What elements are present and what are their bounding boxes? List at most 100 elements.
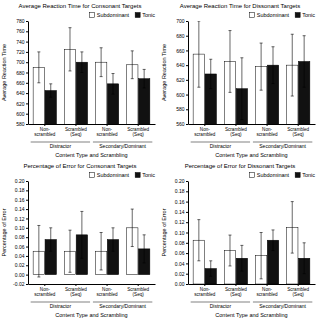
y-tick-mark bbox=[186, 284, 188, 285]
panel: Percentage of Error for Dissonant Target… bbox=[161, 163, 316, 318]
legend: SubdominantTonic bbox=[250, 172, 316, 178]
x-axis: Non-scrambledScrambled(Seq)Non-scrambled… bbox=[189, 284, 316, 297]
y-tick-label: 600 bbox=[16, 111, 25, 117]
series bbox=[45, 211, 150, 274]
y-tick-label: 0.12 bbox=[175, 219, 185, 225]
y-tick-mark bbox=[26, 114, 28, 115]
y-axis-line bbox=[28, 182, 29, 285]
y-axis-title: Percentage of Error bbox=[161, 208, 167, 256]
y-tick: 680 bbox=[176, 33, 188, 39]
y-tick-label: 700 bbox=[176, 18, 185, 24]
x-tick-label: Non-scrambled bbox=[34, 127, 56, 137]
legend-item: Subdominant bbox=[90, 172, 130, 178]
y-tick: 580 bbox=[16, 121, 28, 127]
error-bar bbox=[240, 245, 243, 271]
x-tick-mark bbox=[298, 284, 299, 286]
error-bar bbox=[131, 209, 134, 246]
y-tick-mark bbox=[26, 73, 28, 74]
x-tick-mark bbox=[298, 124, 299, 126]
group-label: Distractor bbox=[50, 303, 72, 309]
legend-item: Tonic bbox=[135, 12, 155, 18]
y-tick-mark bbox=[26, 42, 28, 43]
y-tick-mark bbox=[186, 274, 188, 275]
x-tick-label: Non-scrambled bbox=[34, 287, 56, 297]
plot-area: 0.000.020.040.060.080.100.120.140.160.18… bbox=[175, 178, 316, 318]
y-tick-label: 0.16 bbox=[15, 197, 25, 203]
y-tick: 620 bbox=[16, 101, 28, 107]
legend-swatch bbox=[295, 173, 300, 178]
y-tick-mark bbox=[26, 52, 28, 53]
y-tick: 0.08 bbox=[15, 234, 28, 240]
y-tick: 700 bbox=[176, 18, 188, 24]
y-tick: 0.14 bbox=[175, 209, 188, 215]
y-tick: 0.18 bbox=[175, 188, 188, 194]
y-tick-label: 0.00 bbox=[15, 272, 25, 278]
y-tick-label: 640 bbox=[16, 90, 25, 96]
legend-swatch bbox=[135, 13, 140, 18]
y-tick-label: 0.16 bbox=[175, 199, 185, 205]
y-tick-mark bbox=[26, 181, 28, 182]
x-tick-label: Scrambled(Seq) bbox=[225, 287, 247, 297]
x-tick-label: Scrambled(Seq) bbox=[127, 287, 149, 297]
legend-item: Subdominant bbox=[250, 12, 290, 18]
legend-item: Tonic bbox=[295, 172, 315, 178]
x-tick-label: Non-scrambled bbox=[96, 287, 118, 297]
y-tick: 0.10 bbox=[15, 225, 28, 231]
y-tick-label: 0.10 bbox=[15, 225, 25, 231]
error-bar bbox=[209, 59, 212, 88]
y-tick-mark bbox=[186, 212, 188, 213]
x-axis-line bbox=[29, 284, 156, 285]
y-tick: 740 bbox=[16, 39, 28, 45]
group-label: Secondary/Dominant bbox=[99, 143, 146, 149]
y-tick-label: -0.02 bbox=[13, 281, 25, 287]
error-bar bbox=[80, 211, 83, 258]
y-tick-mark bbox=[26, 103, 28, 104]
y-tick-mark bbox=[26, 93, 28, 94]
error-bar bbox=[260, 233, 263, 279]
x-tick-mark bbox=[107, 124, 108, 126]
error-bar bbox=[272, 230, 275, 251]
y-tick-label: 680 bbox=[176, 33, 185, 39]
y-tick-mark bbox=[26, 275, 28, 276]
y-axis: 580600620640660680700720740760780 bbox=[16, 18, 28, 127]
x-tick: Scrambled(Seq) bbox=[287, 284, 309, 297]
legend-item: Subdominant bbox=[90, 12, 130, 18]
y-axis: 0.000.020.040.060.080.100.120.140.160.18… bbox=[175, 178, 189, 287]
x-tick: Scrambled(Seq) bbox=[225, 284, 247, 297]
y-tick-label: 780 bbox=[16, 18, 25, 24]
y-tick: 700 bbox=[16, 59, 28, 65]
y-axis-line bbox=[188, 22, 189, 125]
x-tick-mark bbox=[235, 124, 236, 126]
error-bar bbox=[112, 74, 115, 95]
legend-swatch bbox=[250, 173, 255, 178]
y-tick-mark bbox=[186, 50, 188, 51]
y-tick: 600 bbox=[16, 111, 28, 117]
x-axis-line bbox=[189, 284, 316, 285]
x-tick: Non-scrambled bbox=[256, 284, 278, 297]
error-bar bbox=[100, 48, 103, 77]
y-tick-label: 0.04 bbox=[175, 261, 185, 267]
y-tick-mark bbox=[186, 222, 188, 223]
group-label: Distractor bbox=[210, 143, 232, 149]
y-axis-line bbox=[28, 22, 29, 125]
y-tick: 0.04 bbox=[175, 261, 188, 267]
error-bar bbox=[260, 43, 263, 90]
title: Percentage of Error for Consonant Target… bbox=[24, 163, 137, 169]
y-tick-label: 0.18 bbox=[175, 188, 185, 194]
y-tick-label: 640 bbox=[176, 62, 185, 68]
y-tick: 560 bbox=[176, 121, 188, 127]
y-tick-mark bbox=[26, 218, 28, 219]
y-tick-label: 760 bbox=[16, 28, 25, 34]
y-tick: 0.06 bbox=[15, 244, 28, 250]
y-tick-mark bbox=[186, 80, 188, 81]
error-bar bbox=[240, 58, 243, 120]
x-axis: Non-scrambledScrambled(Seq)Non-scrambled… bbox=[189, 124, 316, 137]
y-tick-label: 0.00 bbox=[175, 281, 185, 287]
y-tick: 0.12 bbox=[15, 216, 28, 222]
y-tick-mark bbox=[186, 95, 188, 96]
series bbox=[205, 36, 310, 124]
y-tick-mark bbox=[26, 124, 28, 125]
y-tick-mark bbox=[186, 21, 188, 22]
y-tick: 0.16 bbox=[175, 199, 188, 205]
y-tick-mark bbox=[26, 284, 28, 285]
